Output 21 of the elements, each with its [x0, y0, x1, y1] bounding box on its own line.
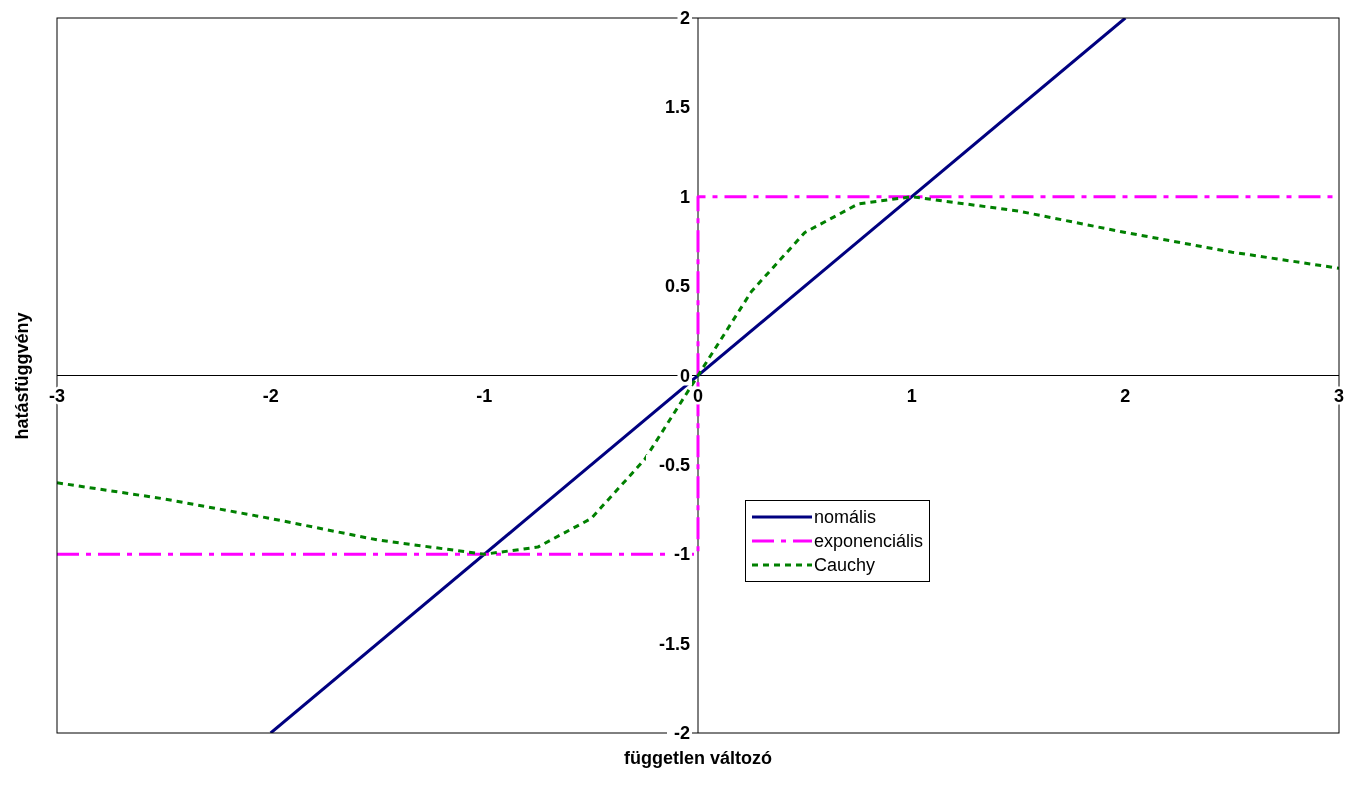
y-tick-label: 0.5	[664, 276, 690, 297]
x-tick-label: -2	[262, 385, 279, 406]
x-tick-label: -1	[476, 385, 493, 406]
x-tick-label: -3	[48, 385, 66, 406]
y-tick-label: 1.5	[664, 97, 690, 118]
legend-label: exponenciális	[814, 530, 924, 552]
y-tick-label: 0	[679, 365, 690, 386]
x-axis-title: független változó	[623, 748, 773, 769]
legend-label: Cauchy	[814, 554, 876, 576]
y-tick-label: 1	[679, 186, 690, 207]
y-tick-label: -1	[673, 544, 690, 565]
x-tick-label: 0	[692, 385, 704, 406]
y-tick-label: 2	[679, 8, 690, 28]
y-tick-label: -0.5	[658, 454, 690, 475]
x-tick-label: 3	[1333, 385, 1345, 406]
y-tick-label: -2	[673, 723, 690, 743]
x-tick-label: 1	[906, 385, 917, 406]
legend-label: nomális	[814, 506, 877, 528]
x-tick-label: 2	[1120, 385, 1131, 406]
y-axis-title: hatásfüggvény	[11, 311, 33, 440]
y-tick-label: -1.5	[658, 633, 690, 654]
